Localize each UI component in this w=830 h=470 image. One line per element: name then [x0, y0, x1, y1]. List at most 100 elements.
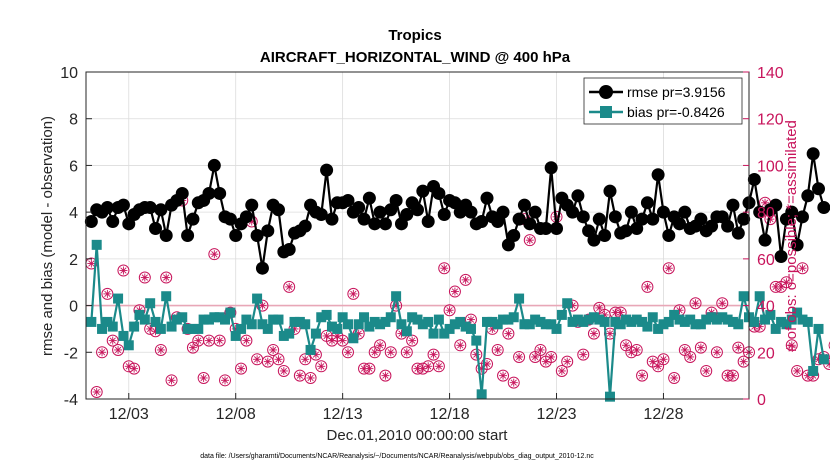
- asterisk-stroke: [93, 388, 100, 396]
- asterisk-stroke: [339, 337, 346, 344]
- obs-assimilated-marker: [301, 355, 310, 364]
- y-right-tick-label: 120: [757, 112, 784, 129]
- obs-assimilated-marker: [338, 336, 347, 345]
- obs-assimilated-marker: [509, 378, 518, 387]
- asterisk-stroke: [318, 363, 325, 370]
- rmse-point: [181, 229, 195, 242]
- obs-assimilated-marker: [686, 352, 695, 361]
- obs-assimilated-marker: [274, 355, 283, 364]
- obs-assimilated-marker: [349, 289, 358, 298]
- obs-assimilated-marker: [140, 273, 149, 282]
- bias-point: [316, 312, 327, 323]
- obs-assimilated-marker: [627, 348, 636, 357]
- obs-possible-marker: [641, 280, 654, 293]
- obs-possible-marker: [828, 341, 830, 350]
- x-axis-label: Dec.01,2010 00:00:00 start: [327, 427, 509, 444]
- rmse-point: [817, 200, 830, 214]
- y-right-tick-label: 40: [757, 299, 775, 316]
- asterisk-stroke: [430, 351, 437, 358]
- bias-point: [294, 316, 305, 327]
- obs-assimilated-marker: [370, 348, 379, 357]
- x-tick-label: 12/08: [216, 406, 256, 423]
- rmse-series: [84, 147, 830, 275]
- rmse-point: [229, 229, 243, 242]
- obs-assimilated-marker: [793, 366, 802, 375]
- y-left-tick-label: 10: [60, 65, 78, 82]
- bias-point: [514, 293, 525, 304]
- obs-assimilated-marker: [723, 371, 732, 380]
- rmse-point: [774, 250, 788, 264]
- obs-assimilated-marker: [386, 348, 395, 357]
- asterisk-stroke: [756, 323, 763, 330]
- obs-assimilated-marker: [156, 345, 165, 354]
- obs-possible-marker: [304, 371, 317, 384]
- bias-point: [220, 314, 231, 325]
- asterisk-stroke: [654, 363, 662, 370]
- bias-point: [348, 333, 359, 344]
- asterisk-stroke: [419, 365, 426, 372]
- bias-point: [177, 312, 188, 323]
- asterisk-stroke: [735, 344, 742, 351]
- obs-possible-marker: [347, 287, 360, 300]
- bias-point: [225, 307, 236, 318]
- bias-point: [679, 316, 690, 327]
- obs-possible-marker: [235, 362, 248, 375]
- bias-point: [818, 354, 829, 365]
- bias-point: [717, 312, 728, 323]
- obs-assimilated-marker: [242, 336, 251, 345]
- rmse-point: [314, 207, 328, 221]
- obs-assimilated-marker: [787, 341, 796, 350]
- obs-possible-marker: [555, 364, 568, 377]
- obs-possible-marker: [780, 276, 793, 289]
- y-left-tick-label: -2: [64, 345, 78, 362]
- bias-point: [166, 321, 177, 332]
- obs-assimilated-marker: [445, 306, 454, 315]
- obs-assimilated-marker: [429, 350, 438, 359]
- bias-point: [113, 293, 124, 304]
- y-right-tick-label: 80: [757, 205, 775, 222]
- rmse-point: [116, 198, 130, 212]
- bias-point: [305, 344, 316, 355]
- obs-assimilated-marker: [434, 362, 443, 371]
- bias-point: [727, 316, 738, 327]
- asterisk-stroke: [687, 353, 694, 361]
- y-left-tick-label: -4: [64, 392, 78, 409]
- rmse-point: [795, 210, 809, 224]
- rmse-point: [149, 221, 163, 235]
- obs-assimilated-marker: [702, 366, 711, 375]
- rmse-point: [528, 205, 542, 219]
- bias-point: [433, 314, 444, 325]
- rmse-point: [154, 203, 168, 217]
- obs-possible-marker: [379, 369, 392, 382]
- rmse-point: [378, 217, 392, 231]
- obs-assimilated-marker: [525, 236, 534, 245]
- asterisk-stroke: [703, 367, 710, 375]
- rmse-point: [566, 205, 580, 219]
- bias-point: [631, 314, 642, 325]
- bias-point: [380, 316, 391, 327]
- bias-point: [621, 314, 632, 325]
- bias-point: [369, 316, 380, 327]
- asterisk-stroke: [505, 330, 512, 337]
- asterisk-stroke: [350, 290, 357, 298]
- bias-point: [733, 319, 744, 330]
- asterisk-stroke: [98, 349, 106, 356]
- obs-possible-marker: [534, 343, 547, 356]
- obs-assimilated-marker: [92, 387, 101, 396]
- asterisk-stroke: [799, 265, 806, 272]
- obs-possible-marker: [400, 346, 413, 359]
- obs-possible-marker: [545, 350, 558, 363]
- obs-possible-marker: [454, 339, 467, 352]
- obs-assimilated-marker: [119, 266, 128, 275]
- rmse-point: [571, 189, 585, 203]
- obs-assimilated-marker: [162, 273, 171, 282]
- bias-point: [359, 312, 370, 323]
- asterisk-stroke: [221, 377, 229, 384]
- rmse-point: [726, 198, 740, 212]
- bias-point: [385, 312, 396, 323]
- asterisk-stroke: [713, 349, 721, 356]
- obs-possible-marker: [502, 327, 515, 340]
- y-right-tick-label: 60: [757, 252, 775, 269]
- obs-assimilated-marker: [269, 345, 278, 354]
